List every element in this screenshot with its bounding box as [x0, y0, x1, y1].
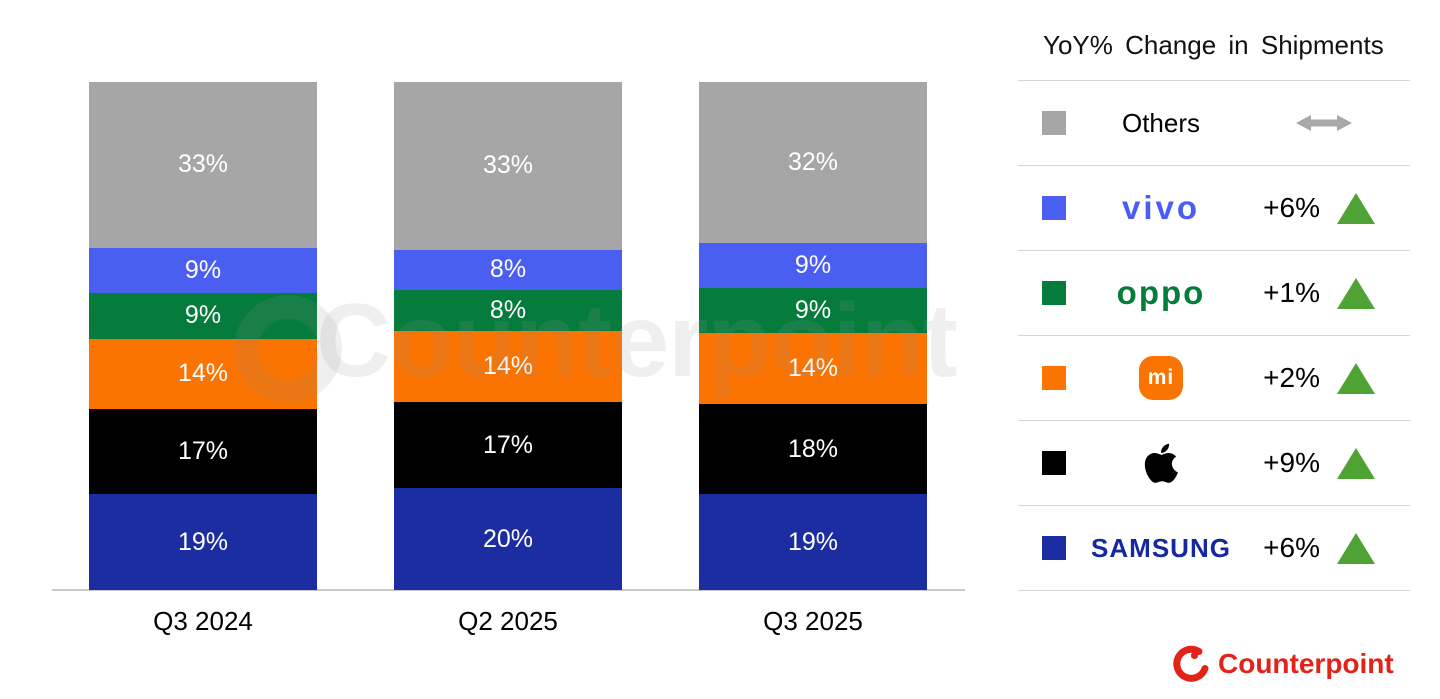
segment-value-label: 33% [177, 150, 229, 179]
apple-logo-icon [1144, 443, 1178, 483]
yoy-change-vivo: +6% [1263, 192, 1320, 223]
bar-segment-others: 33% [394, 82, 622, 250]
bar-segment-vivo: 9% [89, 247, 317, 294]
bar-segment-apple: 17% [394, 402, 622, 489]
legend-row-vivo: vivo +6% [1018, 166, 1410, 251]
counterpoint-brand: Counterpoint [1170, 644, 1394, 684]
stacked-bar-plot: 33% 9% 9% 14% 17% 19% 33% 8% 8% 14% 17% 20% 32% 9% 9% 1… [52, 82, 965, 590]
segment-value-label: 9% [184, 256, 222, 285]
yoy-change-samsung: +6% [1263, 532, 1320, 563]
bar-segment-apple: 18% [699, 403, 927, 495]
category-label-q3-2025: Q3 2025 [763, 606, 863, 636]
indicator-col [1320, 532, 1392, 564]
segment-value-label: 8% [489, 255, 527, 284]
segment-value-label: 19% [177, 527, 229, 556]
legend-row-samsung: SAMSUNG +6% [1018, 506, 1410, 591]
stacked-bar-q3-2025: 32% 9% 9% 14% 18% 19% [699, 82, 927, 590]
indicator-col [1320, 447, 1392, 479]
bar-segment-xiaomi: 14% [394, 330, 622, 403]
stacked-bar-q3-2024: 33% 9% 9% 14% 17% 19% [89, 82, 317, 590]
oppo-wordmark: oppo [1116, 274, 1206, 311]
mi-logo-text: mi [1147, 366, 1175, 389]
bar-segment-samsung: 19% [89, 494, 317, 590]
segment-value-label: 18% [787, 434, 839, 463]
bar-segment-oppo: 9% [699, 288, 927, 334]
segment-value-label: 14% [482, 351, 534, 380]
segment-value-label: 14% [177, 359, 229, 388]
samsung-logo: SAMSUNG [1066, 533, 1256, 564]
up-triangle-icon [1337, 532, 1375, 564]
segment-value-label: 8% [489, 296, 527, 325]
legend-row-oppo: oppo +1% [1018, 251, 1410, 336]
stacked-bar-q2-2025: 33% 8% 8% 14% 17% 20% [394, 82, 622, 590]
x-axis-line [52, 589, 965, 591]
bar-segment-samsung: 20% [394, 488, 622, 590]
bar-segment-vivo: 8% [394, 249, 622, 291]
legend-swatch-others [1042, 111, 1066, 135]
bar-segment-xiaomi: 14% [89, 338, 317, 409]
legend-row-xiaomi: mi +2% [1018, 336, 1410, 421]
segment-value-label: 14% [787, 354, 839, 383]
bar-segment-apple: 17% [89, 408, 317, 495]
yoy-change-apple: +9% [1263, 447, 1320, 478]
segment-value-label: 9% [184, 301, 222, 330]
indicator-col [1320, 277, 1392, 309]
apple-logo [1066, 441, 1256, 485]
legend-swatch-oppo [1042, 281, 1066, 305]
indicator-col [1320, 192, 1392, 224]
bar-segment-oppo: 9% [89, 293, 317, 339]
vivo-wordmark: vivo [1121, 189, 1201, 226]
counterpoint-logo-icon [1173, 645, 1209, 682]
segment-value-label: 19% [787, 527, 839, 556]
counterpoint-brand-text: Counterpoint [1218, 648, 1394, 679]
yoy-change-xiaomi: +2% [1263, 362, 1320, 393]
others-logo: Others [1066, 108, 1256, 139]
legend-swatch-samsung [1042, 536, 1066, 560]
yoy-change-oppo: +1% [1263, 277, 1320, 308]
segment-value-label: 9% [794, 296, 832, 325]
category-label-q2-2025: Q2 2025 [458, 606, 558, 636]
flat-arrow-icon [1296, 115, 1352, 131]
vivo-logo: vivo [1066, 189, 1256, 227]
oppo-logo: oppo [1066, 274, 1256, 312]
up-triangle-icon [1337, 192, 1375, 224]
legend-row-others: Others [1018, 81, 1410, 166]
up-triangle-icon [1337, 362, 1375, 394]
segment-value-label: 20% [482, 524, 534, 553]
segment-value-label: 17% [482, 430, 534, 459]
bar-segment-samsung: 19% [699, 494, 927, 590]
bar-segment-vivo: 9% [699, 242, 927, 289]
flat-indicator-col [1256, 113, 1392, 133]
bar-segment-others: 32% [699, 82, 927, 243]
legend-swatch-vivo [1042, 196, 1066, 220]
segment-value-label: 33% [482, 151, 534, 180]
bar-segment-xiaomi: 14% [699, 333, 927, 404]
segment-value-label: 9% [794, 251, 832, 280]
xiaomi-logo: mi [1066, 356, 1256, 400]
indicator-col [1320, 362, 1392, 394]
legend-swatch-apple [1042, 451, 1066, 475]
others-label: Others [1121, 107, 1201, 138]
category-label-q3-2024: Q3 2024 [153, 606, 253, 636]
up-triangle-icon [1337, 277, 1375, 309]
segment-value-label: 32% [787, 147, 839, 176]
legend-rows: Others vivo +6% oppo +1% mi +2% +9% SAMSUNG +6% [1018, 80, 1410, 591]
segment-value-label: 17% [177, 437, 229, 466]
up-triangle-icon [1337, 447, 1375, 479]
legend-row-apple: +9% [1018, 421, 1410, 506]
legend-swatch-xiaomi [1042, 366, 1066, 390]
mi-logo-icon: mi [1139, 356, 1183, 400]
samsung-wordmark: SAMSUNG [1091, 532, 1231, 563]
bar-segment-oppo: 8% [394, 290, 622, 331]
legend-title: YoY% Change in Shipments [1043, 30, 1384, 60]
bar-segment-others: 33% [89, 82, 317, 248]
